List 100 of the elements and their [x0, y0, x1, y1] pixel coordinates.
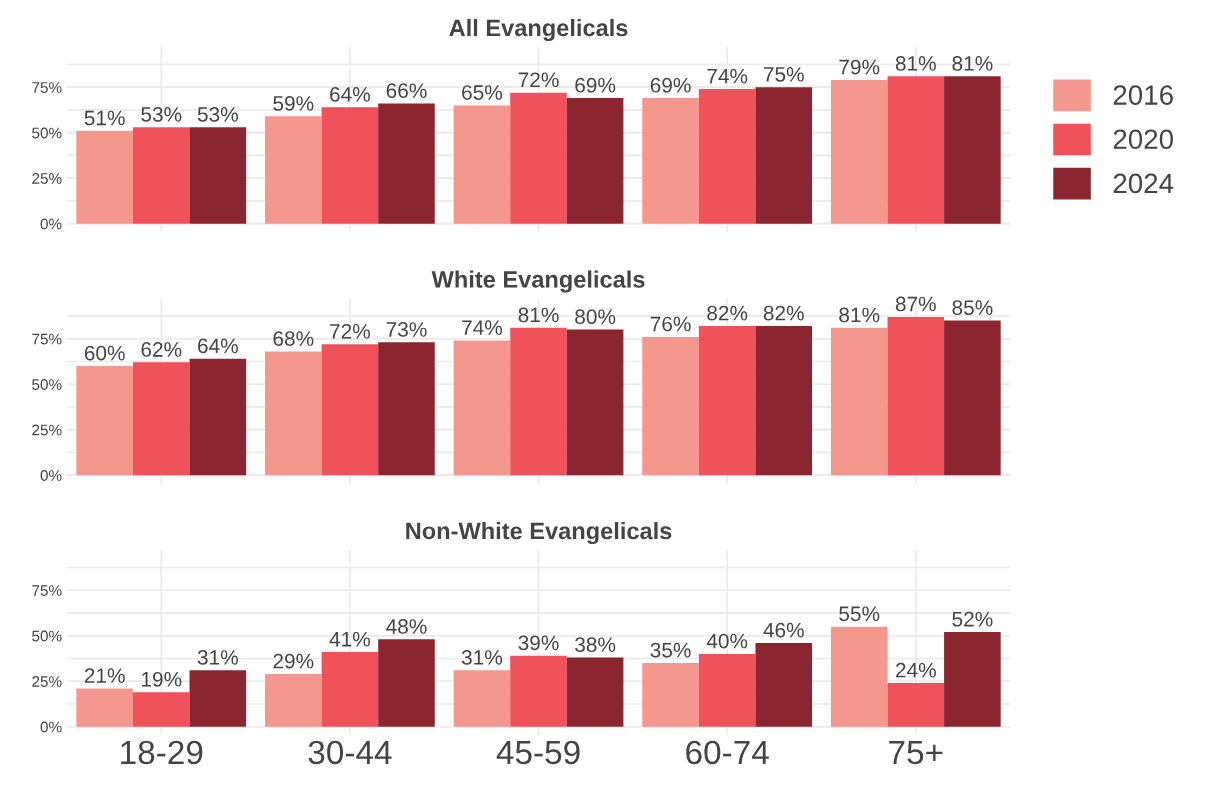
bar: [378, 103, 435, 224]
data-label: 21%: [84, 668, 125, 683]
x-tick-label: 75+: [889, 741, 943, 765]
legend-label: 2024: [1113, 173, 1174, 194]
data-label: 60%: [84, 345, 125, 361]
data-label: 64%: [198, 338, 238, 354]
bar: [189, 670, 247, 727]
y-tick-label: 0%: [40, 470, 62, 481]
bar: [698, 89, 756, 224]
data-label: 19%: [141, 671, 182, 687]
y-tick-label: 0%: [40, 218, 62, 230]
data-label: 48%: [386, 619, 427, 634]
data-label: 38%: [575, 637, 616, 653]
data-label: 72%: [518, 72, 559, 88]
bar: [698, 653, 756, 727]
data-label: 85%: [952, 300, 993, 316]
bar: [453, 670, 511, 727]
data-label: 82%: [707, 305, 748, 321]
bar: [830, 626, 888, 727]
y-tick-label: 50%: [32, 127, 62, 139]
y-tick-label: 75%: [32, 333, 62, 345]
bar: [642, 336, 699, 476]
bar: [76, 688, 133, 727]
bar: [698, 325, 756, 476]
data-label: 31%: [197, 650, 238, 665]
bar: [830, 79, 888, 224]
bar: [887, 683, 945, 727]
bar: [76, 366, 133, 476]
data-label: 55%: [839, 606, 880, 622]
bar: [132, 692, 190, 727]
data-label: 75%: [763, 67, 804, 82]
bar: [510, 92, 567, 224]
y-tick-label: 0%: [40, 721, 62, 733]
bar: [755, 87, 813, 224]
data-label: 40%: [706, 633, 748, 649]
data-label: 76%: [650, 316, 691, 332]
bar: [566, 98, 624, 224]
y-tick-label: 50%: [32, 379, 62, 390]
data-label: 53%: [141, 106, 182, 122]
bar: [453, 105, 511, 224]
data-label: 81%: [895, 56, 936, 71]
y-tick-label: 50%: [32, 630, 62, 642]
bar: [642, 663, 699, 727]
x-tick-label: 60-74: [686, 740, 769, 765]
bar: [265, 673, 322, 727]
data-label: 29%: [273, 653, 314, 669]
x-tick-label: 18-29: [121, 740, 203, 765]
bar: [944, 320, 1001, 476]
data-label: 73%: [386, 322, 427, 337]
bar: [566, 329, 624, 476]
legend-label: 2020: [1113, 129, 1174, 150]
bar: [321, 652, 379, 727]
y-tick-label: 25%: [32, 424, 62, 436]
data-label: 79%: [839, 59, 880, 75]
data-label: 64%: [330, 86, 370, 102]
chart-title: Non-White Evangelicals: [406, 521, 672, 545]
data-label: 31%: [461, 650, 503, 665]
bar: [76, 130, 133, 224]
y-tick-label: 25%: [32, 676, 62, 687]
bar: [378, 639, 435, 727]
bar: [132, 127, 190, 224]
bar: [265, 351, 322, 476]
data-label: 59%: [273, 96, 314, 111]
data-label: 62%: [141, 342, 182, 357]
data-label: 87%: [895, 296, 936, 312]
data-label: 35%: [650, 642, 691, 658]
bar: [321, 107, 379, 224]
bar: [830, 327, 888, 476]
data-label: 74%: [707, 68, 748, 84]
data-label: 81%: [518, 307, 559, 323]
bar: [321, 344, 379, 476]
data-label: 82%: [763, 305, 804, 321]
bar: [378, 342, 435, 476]
data-label: 39%: [518, 635, 559, 651]
data-label: 66%: [386, 83, 427, 99]
y-tick-label: 75%: [32, 82, 62, 93]
x-tick-label: 45-59: [496, 740, 580, 765]
chart-title: All Evangelicals: [449, 18, 628, 42]
x-tick-label: 30-44: [308, 740, 392, 765]
bar: [755, 643, 813, 727]
data-label: 52%: [952, 611, 993, 627]
bar: [510, 327, 567, 476]
bar: [944, 632, 1001, 727]
data-label: 65%: [462, 85, 503, 100]
data-label: 51%: [84, 110, 125, 126]
bar: [755, 325, 813, 476]
bar: [453, 340, 511, 476]
data-label: 74%: [462, 320, 503, 335]
bar: [132, 362, 190, 476]
bar: [642, 98, 699, 224]
y-tick-label: 75%: [32, 585, 62, 596]
chart-title: White Evangelicals: [431, 270, 645, 293]
data-label: 53%: [197, 106, 238, 122]
data-label: 81%: [839, 307, 880, 323]
bar: [265, 116, 322, 224]
data-label: 24%: [895, 662, 936, 678]
data-label: 80%: [575, 309, 616, 325]
data-label: 72%: [330, 323, 370, 339]
bar: [510, 655, 567, 727]
bar: [189, 127, 247, 224]
